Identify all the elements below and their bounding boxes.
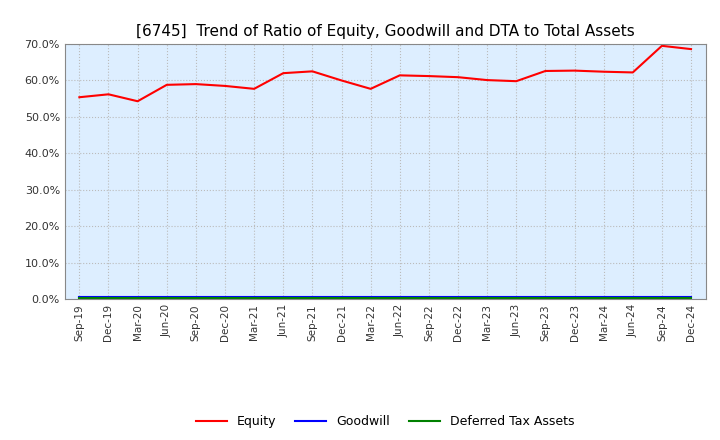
Goodwill — [599, 294, 608, 299]
Equity — [279, 70, 287, 76]
Equity — [687, 47, 696, 52]
Equity — [75, 95, 84, 100]
Deferred Tax Assets — [366, 296, 375, 301]
Deferred Tax Assets — [570, 296, 579, 301]
Goodwill — [454, 294, 462, 299]
Legend: Equity, Goodwill, Deferred Tax Assets: Equity, Goodwill, Deferred Tax Assets — [191, 411, 580, 433]
Goodwill — [657, 294, 666, 299]
Deferred Tax Assets — [279, 296, 287, 301]
Deferred Tax Assets — [250, 296, 258, 301]
Goodwill — [483, 294, 492, 299]
Equity — [425, 73, 433, 79]
Goodwill — [512, 294, 521, 299]
Equity — [104, 92, 113, 97]
Goodwill — [337, 294, 346, 299]
Equity — [308, 69, 317, 74]
Goodwill — [192, 294, 200, 299]
Deferred Tax Assets — [395, 296, 404, 301]
Deferred Tax Assets — [657, 296, 666, 301]
Deferred Tax Assets — [454, 296, 462, 301]
Equity — [366, 86, 375, 92]
Deferred Tax Assets — [133, 296, 142, 301]
Deferred Tax Assets — [75, 296, 84, 301]
Deferred Tax Assets — [104, 296, 113, 301]
Deferred Tax Assets — [687, 296, 696, 301]
Deferred Tax Assets — [308, 296, 317, 301]
Equity — [395, 73, 404, 78]
Equity — [483, 77, 492, 83]
Deferred Tax Assets — [599, 296, 608, 301]
Goodwill — [75, 294, 84, 299]
Goodwill — [308, 294, 317, 299]
Equity — [163, 82, 171, 88]
Deferred Tax Assets — [337, 296, 346, 301]
Goodwill — [541, 294, 550, 299]
Goodwill — [133, 294, 142, 299]
Equity — [220, 83, 229, 88]
Deferred Tax Assets — [512, 296, 521, 301]
Line: Equity: Equity — [79, 46, 691, 101]
Title: [6745]  Trend of Ratio of Equity, Goodwill and DTA to Total Assets: [6745] Trend of Ratio of Equity, Goodwil… — [136, 24, 634, 39]
Equity — [570, 68, 579, 73]
Goodwill — [425, 294, 433, 299]
Deferred Tax Assets — [192, 296, 200, 301]
Deferred Tax Assets — [483, 296, 492, 301]
Goodwill — [279, 294, 287, 299]
Deferred Tax Assets — [163, 296, 171, 301]
Equity — [133, 99, 142, 104]
Equity — [192, 81, 200, 87]
Goodwill — [687, 294, 696, 299]
Goodwill — [395, 294, 404, 299]
Goodwill — [104, 294, 113, 299]
Goodwill — [629, 294, 637, 299]
Equity — [337, 78, 346, 83]
Goodwill — [570, 294, 579, 299]
Deferred Tax Assets — [629, 296, 637, 301]
Goodwill — [366, 294, 375, 299]
Equity — [657, 43, 666, 48]
Goodwill — [250, 294, 258, 299]
Deferred Tax Assets — [541, 296, 550, 301]
Deferred Tax Assets — [220, 296, 229, 301]
Equity — [541, 68, 550, 73]
Goodwill — [220, 294, 229, 299]
Equity — [250, 86, 258, 92]
Goodwill — [163, 294, 171, 299]
Equity — [599, 69, 608, 74]
Deferred Tax Assets — [425, 296, 433, 301]
Equity — [629, 70, 637, 75]
Equity — [512, 79, 521, 84]
Equity — [454, 74, 462, 80]
